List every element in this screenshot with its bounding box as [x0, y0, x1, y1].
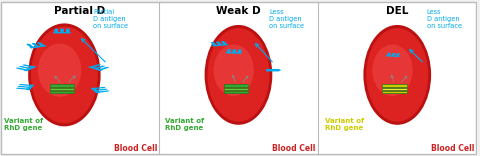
Bar [383, 88, 408, 90]
Bar [383, 91, 408, 93]
Text: DEL: DEL [386, 6, 408, 16]
Ellipse shape [28, 23, 101, 126]
Polygon shape [385, 53, 400, 57]
Polygon shape [53, 28, 71, 33]
Ellipse shape [366, 28, 428, 122]
Text: Weak D: Weak D [216, 6, 261, 16]
Text: Partial
D antigen
on surface: Partial D antigen on surface [93, 9, 128, 29]
Ellipse shape [372, 44, 413, 96]
FancyBboxPatch shape [1, 2, 476, 154]
Bar [49, 88, 74, 90]
Text: Less
D antigen
on surface: Less D antigen on surface [427, 9, 462, 29]
Ellipse shape [31, 27, 98, 123]
Text: Partial D: Partial D [54, 6, 105, 16]
Bar [49, 84, 74, 87]
Polygon shape [16, 84, 34, 90]
Bar [224, 91, 249, 93]
Bar [383, 84, 408, 87]
Text: Less
D antigen
on surface: Less D antigen on surface [269, 9, 305, 29]
Polygon shape [266, 69, 281, 71]
Text: Variant of
RhD gene: Variant of RhD gene [4, 118, 43, 131]
Polygon shape [211, 41, 228, 46]
Polygon shape [26, 42, 47, 49]
Text: Variant of
RhD gene: Variant of RhD gene [165, 118, 204, 131]
Polygon shape [16, 64, 36, 71]
Ellipse shape [207, 28, 269, 122]
Text: Variant of
RhD gene: Variant of RhD gene [325, 118, 364, 131]
Ellipse shape [204, 25, 272, 125]
Bar [224, 88, 249, 90]
Text: Blood Cell: Blood Cell [432, 144, 475, 154]
Text: Blood Cell: Blood Cell [272, 144, 315, 154]
Ellipse shape [38, 44, 81, 97]
Bar [224, 84, 249, 87]
Polygon shape [226, 49, 242, 54]
Polygon shape [88, 64, 109, 71]
Ellipse shape [363, 25, 431, 125]
Ellipse shape [214, 44, 254, 96]
Text: Blood Cell: Blood Cell [114, 144, 157, 154]
Bar [49, 91, 74, 93]
Polygon shape [91, 87, 110, 93]
